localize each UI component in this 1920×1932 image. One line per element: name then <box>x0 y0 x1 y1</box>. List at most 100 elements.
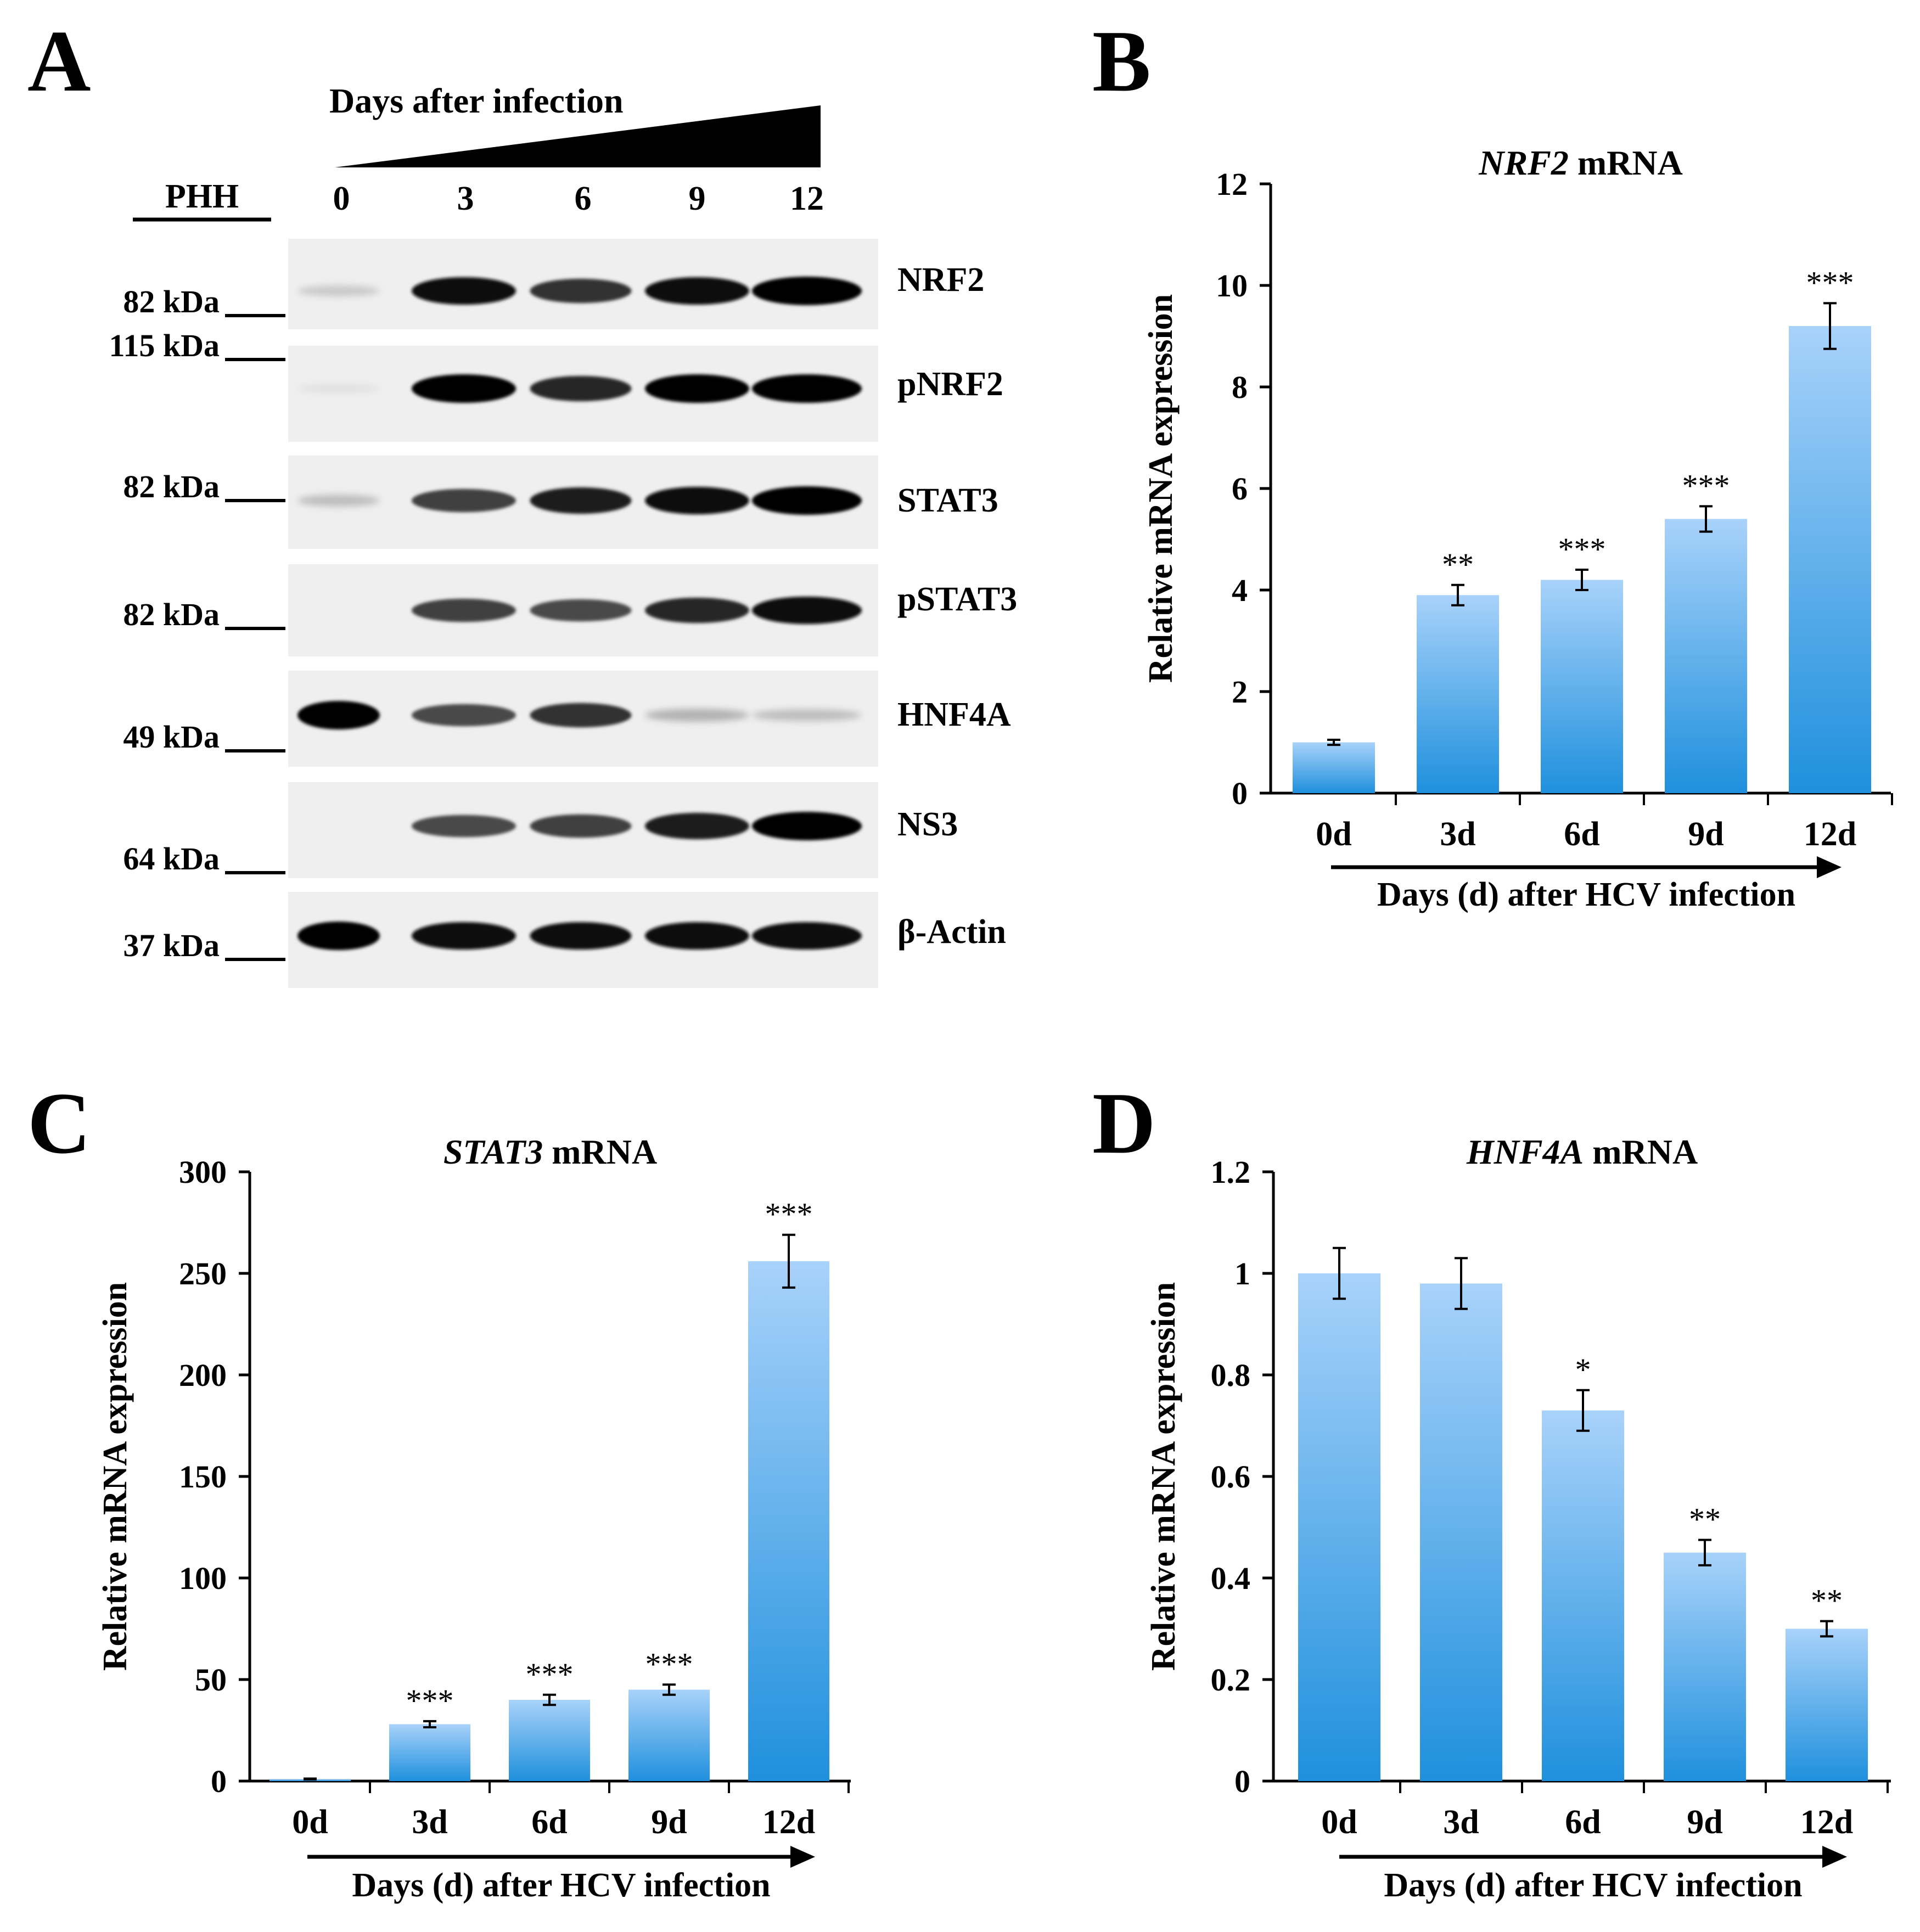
panel-letter-a: A <box>27 12 91 110</box>
blot-band <box>412 374 516 403</box>
chart-panel-c: C STAT3 mRNA 0 50 100 150 200 250 300 Relative mR… <box>27 1074 851 1904</box>
y-tick-label: 0 <box>1234 1763 1250 1799</box>
chart-title-suffix: mRNA <box>1584 1132 1698 1171</box>
significance-stars: *** <box>1682 468 1730 503</box>
panel-letter: B <box>1092 12 1151 110</box>
protein-label: NRF2 <box>897 261 984 299</box>
blot-band <box>645 812 749 840</box>
x-axis-label: Days (d) after HCV infection <box>352 1867 770 1904</box>
lane-labels: 0 3 6 9 12 <box>333 180 824 217</box>
panel-letter: C <box>27 1074 91 1172</box>
blot-band <box>752 486 862 515</box>
protein-label: β-Actin <box>897 913 1006 951</box>
blot-strip: HNF4A 49 kDa <box>123 671 1011 767</box>
x-tick-label: 0d <box>1316 816 1351 853</box>
blot-strip: NRF2 82 kDa <box>123 239 984 329</box>
y-tick-label: 150 <box>179 1459 227 1495</box>
size-marker-label: 64 kDa <box>123 841 220 877</box>
significance-stars: *** <box>1806 265 1854 300</box>
significance-stars: *** <box>645 1646 693 1682</box>
chart-title-gene: NRF2 <box>1478 143 1569 182</box>
significance-stars: * <box>1575 1352 1591 1388</box>
chart-title-suffix: mRNA <box>543 1132 657 1171</box>
y-tick-label: 200 <box>179 1357 227 1393</box>
significance-stars: ** <box>1442 547 1474 582</box>
bar <box>1420 1283 1502 1781</box>
y-tick-label: 0.8 <box>1211 1357 1251 1393</box>
size-marker-label: 82 kDa <box>123 597 220 632</box>
bar <box>1541 580 1623 793</box>
y-tick-label: 0.2 <box>1211 1662 1251 1698</box>
x-tick-label: 6d <box>531 1804 567 1841</box>
bar <box>389 1724 470 1781</box>
blot-band <box>752 922 862 950</box>
size-marker-label: 37 kDa <box>123 928 220 963</box>
y-tick-label: 300 <box>179 1154 227 1190</box>
protein-label: STAT3 <box>897 482 998 519</box>
bar <box>628 1689 710 1781</box>
x-tick-label: 0d <box>292 1804 328 1841</box>
blot-band <box>530 375 632 402</box>
time-arrow-head <box>1822 1846 1847 1868</box>
protein-label: pSTAT3 <box>897 581 1017 618</box>
y-tick-label: 2 <box>1232 674 1248 710</box>
significance-stars: ** <box>1689 1502 1721 1537</box>
blot-strip: STAT3 82 kDa <box>123 456 998 549</box>
blot-band <box>530 599 632 622</box>
increasing-days-wedge <box>335 105 821 167</box>
phh-label: PHH <box>165 178 239 215</box>
blot-band <box>752 374 862 403</box>
x-tick-label: 3d <box>1440 816 1475 853</box>
y-tick-label: 0.6 <box>1211 1459 1251 1495</box>
size-marker-label: 82 kDa <box>123 469 220 504</box>
blot-band <box>645 597 749 624</box>
blot-strips: NRF2 82 kDa pNRF2 115 kDa STAT3 82 kDa pSTAT3 8… <box>109 239 1017 988</box>
y-tick-label: 6 <box>1232 471 1248 507</box>
lane-label: 0 <box>333 180 350 217</box>
blot-band <box>297 701 380 729</box>
blot-band <box>645 709 749 722</box>
chart-title-suffix: mRNA <box>1569 143 1683 182</box>
y-tick-label: 1.2 <box>1211 1154 1251 1190</box>
blot-band <box>645 277 749 305</box>
chart-title-gene: STAT3 <box>443 1132 543 1171</box>
panel-a-western-blot: A Days after infection PHH 0 3 6 9 12 NRF2 82… <box>27 12 1017 988</box>
blot-band <box>752 709 862 721</box>
blot-band <box>297 495 380 507</box>
y-axis-label: Relative mRNA expression <box>1142 294 1180 683</box>
panel-letter: D <box>1092 1074 1156 1172</box>
blot-band <box>530 814 632 838</box>
x-axis-label: Days (d) after HCV infection <box>1384 1867 1802 1904</box>
blot-band <box>412 815 516 838</box>
bar <box>748 1261 829 1781</box>
x-tick-label: 6d <box>1564 816 1599 853</box>
protein-label: NS3 <box>897 806 958 843</box>
blot-band <box>297 285 380 296</box>
size-marker-label: 82 kDa <box>123 284 220 319</box>
y-tick-label: 0 <box>211 1763 227 1799</box>
y-tick-label: 100 <box>179 1560 227 1596</box>
bar <box>1298 1273 1380 1781</box>
blot-band <box>530 278 632 304</box>
bar <box>1664 1552 1746 1781</box>
bar <box>1786 1628 1868 1781</box>
y-axis-label: Relative mRNA expression <box>1145 1282 1182 1671</box>
bar <box>1789 326 1871 793</box>
blot-band <box>297 922 380 950</box>
chart-title: HNF4A mRNA <box>1466 1132 1698 1171</box>
blot-band <box>412 704 516 727</box>
lane-label: 6 <box>575 180 592 217</box>
y-tick-label: 8 <box>1232 369 1248 405</box>
size-marker-label: 49 kDa <box>123 719 220 755</box>
bar <box>509 1700 590 1781</box>
y-axis-label: Relative mRNA expression <box>97 1282 134 1671</box>
blot-strip: pNRF2 115 kDa <box>109 328 1003 442</box>
blot-band <box>530 487 632 514</box>
significance-stars: ** <box>1811 1583 1843 1619</box>
blot-band <box>530 703 632 728</box>
x-tick-label: 9d <box>1687 1804 1722 1841</box>
blot-band <box>412 598 516 622</box>
chart-title: NRF2 mRNA <box>1478 143 1683 182</box>
